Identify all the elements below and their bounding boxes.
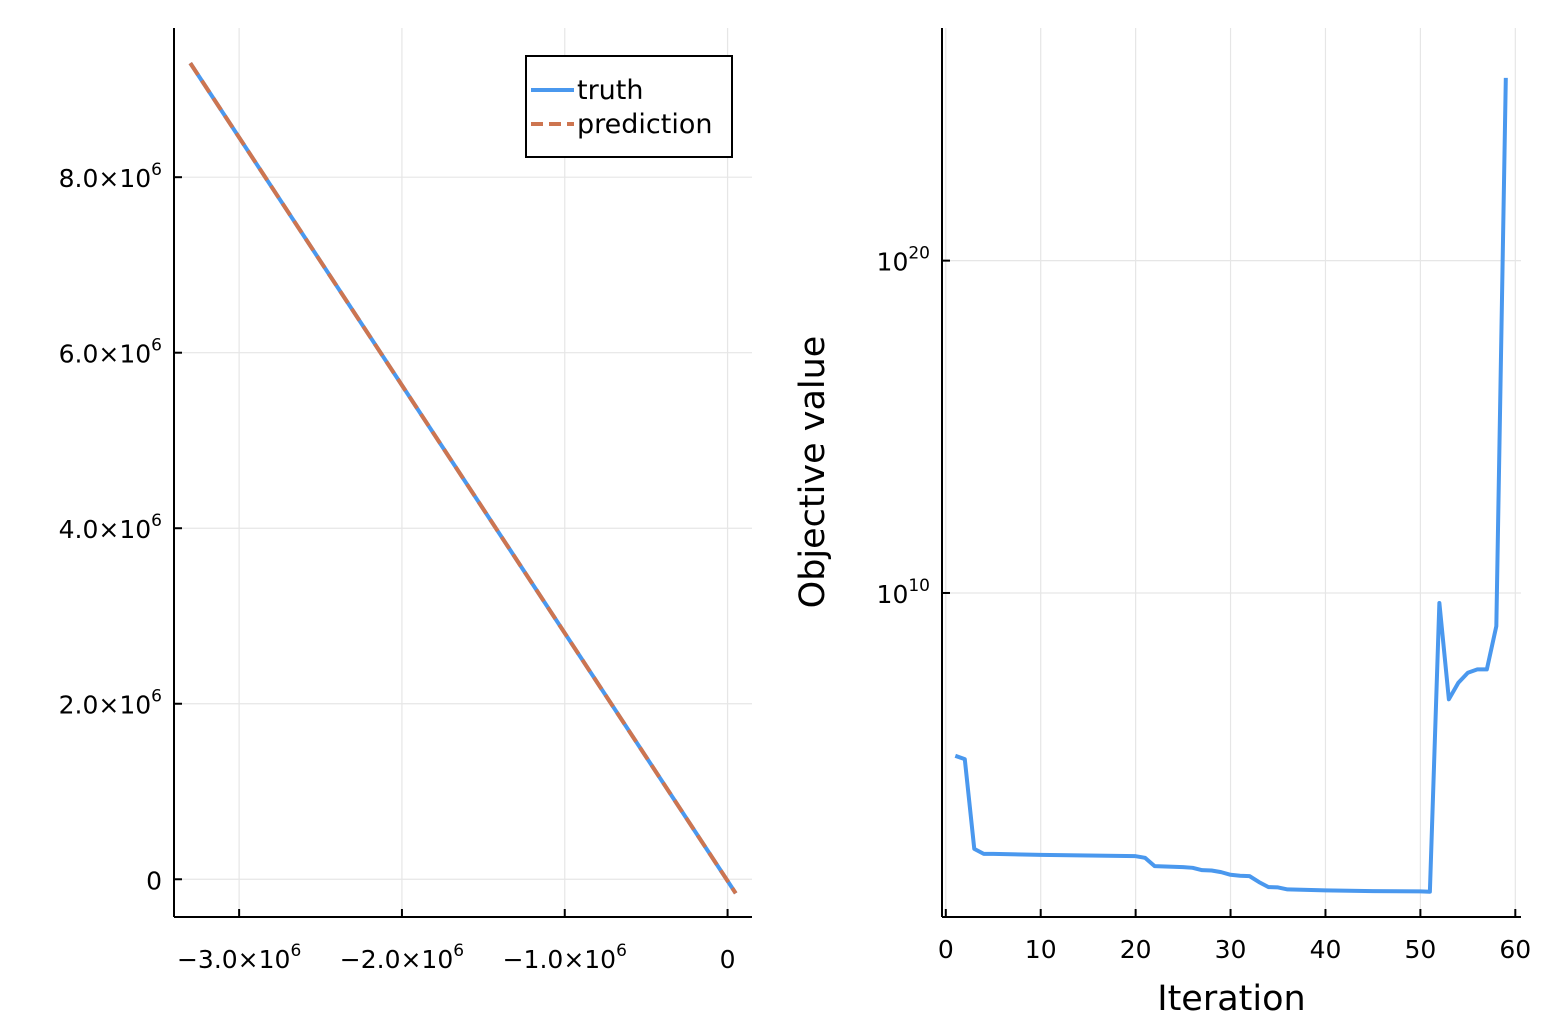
right-x-tick-label: 10 (1025, 935, 1057, 964)
legend-label-prediction: prediction (577, 109, 712, 140)
left-plot: −3.0×106 −2.0×106 −1.0×106 0 0 2.0×106 4.0×106… (59, 28, 752, 974)
right-y-tick-label: 1020 (877, 244, 930, 277)
left-y-tick-label: 0 (146, 866, 162, 895)
left-x-tick-label: −1.0×106 (503, 941, 627, 974)
right-x-tick-label: 20 (1120, 935, 1152, 964)
series-line-prediction (188, 62, 738, 895)
right-y-tick-label: 1010 (877, 576, 930, 609)
legend-box (525, 55, 733, 158)
right-y-axis-title: Objective value (793, 336, 833, 609)
left-y-tick-label: 8.0×106 (59, 160, 162, 193)
left-x-tick-label: −2.0×106 (340, 941, 464, 974)
right-plot: 0 10 20 30 40 50 6010101020IterationObjective … (793, 28, 1531, 1019)
right-x-tick-label: 50 (1404, 935, 1436, 964)
right-x-tick-label: 40 (1310, 935, 1342, 964)
left-x-tick-label: 0 (720, 945, 736, 974)
right-x-tick-label: 0 (938, 935, 954, 964)
objective-series-line (954, 77, 1508, 894)
left-y-tick-label: 4.0×106 (59, 511, 162, 544)
left-y-tick-label: 6.0×106 (59, 336, 162, 369)
right-x-tick-label: 30 (1215, 935, 1247, 964)
left-x-tick-label: −3.0×106 (177, 941, 301, 974)
right-x-tick-label: 60 (1499, 935, 1531, 964)
right-x-axis-title: Iteration (1157, 979, 1305, 1019)
legend-label-truth: truth (577, 75, 644, 106)
left-y-tick-label: 2.0×106 (59, 687, 162, 720)
